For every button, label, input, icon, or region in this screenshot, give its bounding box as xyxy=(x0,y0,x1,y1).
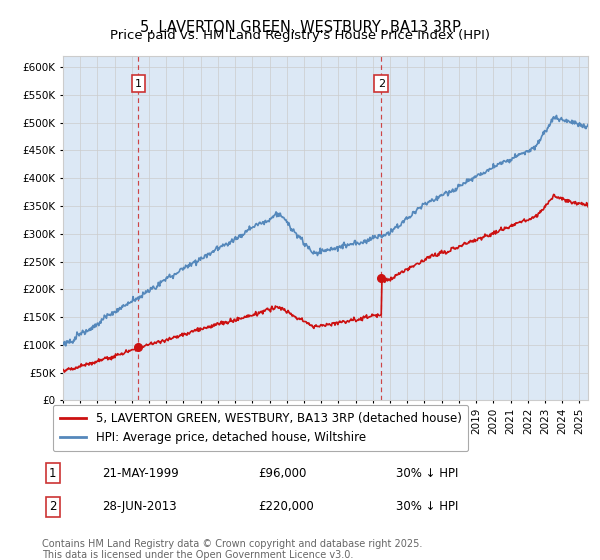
Text: Contains HM Land Registry data © Crown copyright and database right 2025.
This d: Contains HM Land Registry data © Crown c… xyxy=(42,539,422,560)
Text: 30% ↓ HPI: 30% ↓ HPI xyxy=(396,500,458,514)
Text: £96,000: £96,000 xyxy=(258,466,307,480)
Text: Price paid vs. HM Land Registry's House Price Index (HPI): Price paid vs. HM Land Registry's House … xyxy=(110,29,490,42)
Text: 1: 1 xyxy=(49,466,56,480)
Text: 28-JUN-2013: 28-JUN-2013 xyxy=(102,500,176,514)
Text: £220,000: £220,000 xyxy=(258,500,314,514)
Text: 2: 2 xyxy=(378,78,385,88)
Text: 30% ↓ HPI: 30% ↓ HPI xyxy=(396,466,458,480)
Legend: 5, LAVERTON GREEN, WESTBURY, BA13 3RP (detached house), HPI: Average price, deta: 5, LAVERTON GREEN, WESTBURY, BA13 3RP (d… xyxy=(53,405,469,451)
Text: 1: 1 xyxy=(135,78,142,88)
Text: 5, LAVERTON GREEN, WESTBURY, BA13 3RP: 5, LAVERTON GREEN, WESTBURY, BA13 3RP xyxy=(140,20,460,35)
Text: 2: 2 xyxy=(49,500,56,514)
Text: 21-MAY-1999: 21-MAY-1999 xyxy=(102,466,179,480)
